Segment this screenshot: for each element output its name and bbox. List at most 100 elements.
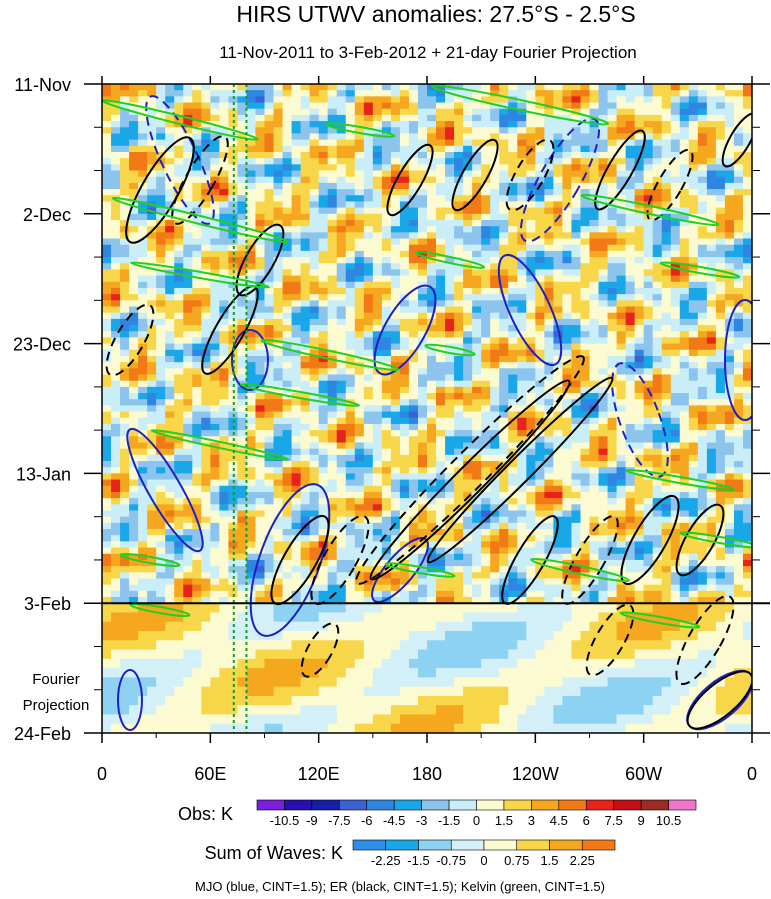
heat-cell [544,485,554,493]
heat-cell [408,504,419,512]
heat-cell [490,151,500,159]
heat-cell [408,491,419,499]
heat-cell [724,127,735,135]
heat-cell [706,127,717,135]
heat-cell [237,504,248,512]
heat-cell [345,485,356,493]
heat-cell [562,151,573,159]
heat-cell [282,195,293,203]
heat-cell [129,430,139,437]
heat-cell [445,362,455,369]
heat-cell [300,442,311,450]
heat-cell [336,238,347,246]
heat-cell [427,417,437,425]
heat-cell [273,96,284,104]
heat-cell [345,393,356,400]
heat-cell [517,436,527,444]
heat-cell [327,294,338,301]
heat-cell [183,399,193,407]
heat-cell [354,207,365,215]
heat-cell [625,127,636,135]
heat-cell [282,257,293,264]
heat-cell [390,405,401,413]
heat-cell [417,232,428,240]
heat-cell [544,287,554,295]
heat-cell [300,436,311,444]
heat-cell [679,213,690,221]
heat-cell [697,294,708,301]
heat-cell [300,510,311,518]
heat-cell [436,325,446,332]
heat-cell [445,96,455,104]
heat-cell [472,423,482,431]
heat-cell [417,405,428,413]
heat-cell [643,337,654,345]
heat-cell [291,151,302,159]
heat-cell [246,145,257,153]
heat-cell [607,423,618,431]
heat-cell [129,454,139,462]
heat-cell [661,448,672,456]
heat-cell [670,454,681,462]
heat-cell [120,417,130,425]
heat-cell [697,312,708,320]
heat-cell [237,263,248,271]
heat-cell [562,226,573,233]
heat-cell [372,226,383,233]
heat-cell [237,318,248,326]
heat-cell [372,257,383,264]
heat-cell [228,102,239,110]
heat-cell [733,108,744,116]
heat-cell [481,318,491,326]
heat-cell [454,189,464,196]
heat-cell [129,306,139,314]
heat-cell [273,430,284,437]
heat-cell [201,84,211,91]
heat-cell [706,430,717,437]
heat-cell [237,294,248,301]
heat-cell [463,318,473,326]
heat-cell [354,121,365,128]
heat-cell [201,182,211,190]
heat-cell [309,182,320,190]
heat-cell [535,306,545,314]
heat-cell [273,300,284,308]
heat-cell [201,473,211,481]
heat-cell [715,90,726,97]
heat-cell [445,399,455,407]
heat-cell [210,393,220,400]
heat-cell [526,114,536,122]
heat-cell [318,269,329,277]
heat-cell [183,90,193,97]
heat-cell [598,343,609,351]
heat-cell [354,436,365,444]
heat-cell [535,219,545,227]
heat-cell [381,368,392,376]
heat-cell [147,343,157,351]
heat-cell [553,207,564,215]
heat-cell [562,164,573,172]
heat-cell [282,244,293,252]
heat-cell [481,399,491,407]
heat-cell [345,362,356,369]
heat-cell [399,139,410,147]
heat-cell [147,325,157,332]
heat-cell [237,436,248,444]
heat-cell [634,108,645,116]
heat-cell [165,102,175,110]
heat-cell [652,189,663,196]
heat-cell [246,201,257,209]
heat-cell [571,158,582,165]
heat-cell [345,84,356,91]
heat-cell [625,504,636,512]
heat-cell [688,448,699,456]
heat-cell [264,436,275,444]
heat-cell [706,263,717,271]
heat-cell [264,133,275,141]
heat-cell [571,386,582,394]
heat-cell [697,158,708,165]
heat-cell [535,504,545,512]
heat-cell [192,133,202,141]
heat-cell [652,485,663,493]
heat-cell [390,498,401,505]
